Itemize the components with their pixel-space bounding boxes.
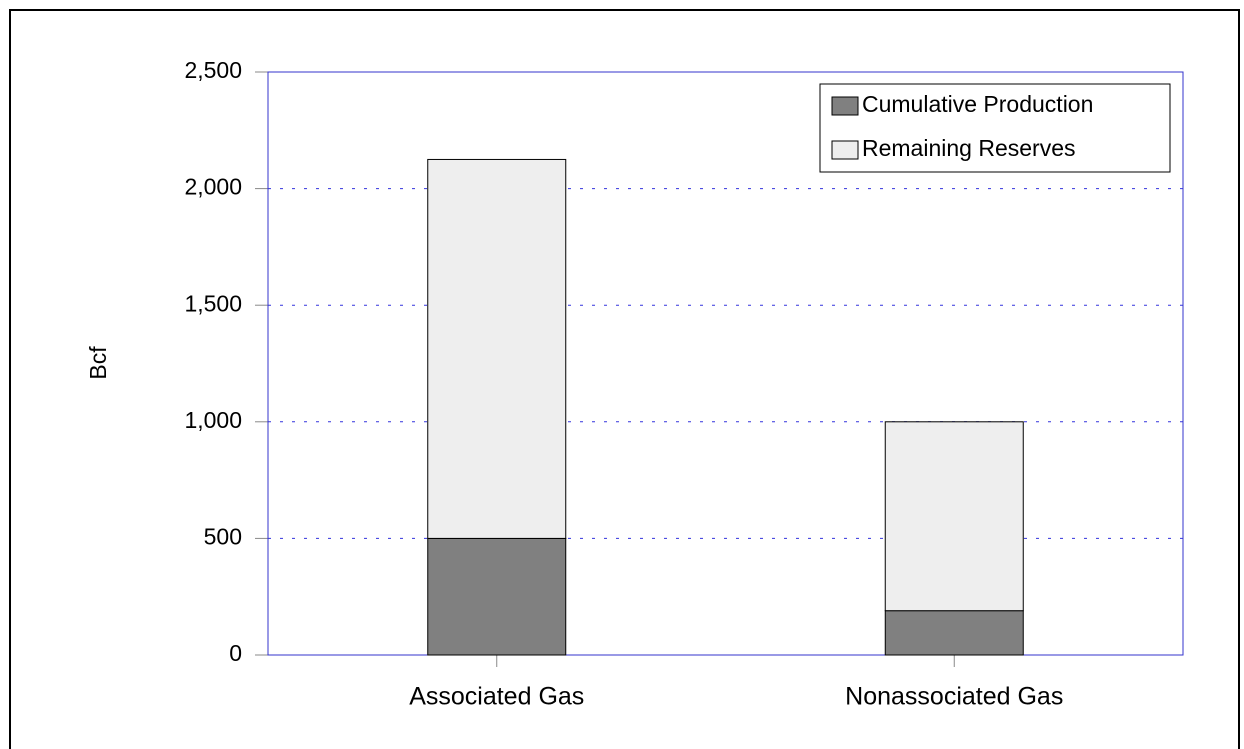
y-tick-label: 0	[229, 640, 242, 666]
y-tick-label: 500	[204, 523, 242, 549]
legend-label: Cumulative Production	[862, 91, 1093, 117]
y-tick-label: 2,500	[184, 57, 242, 83]
bar-segment	[884, 610, 1024, 656]
y-tick-label: 1,000	[184, 407, 242, 433]
x-tick-label: Associated Gas	[409, 683, 584, 711]
plot-area	[267, 71, 1184, 656]
legend-box	[819, 83, 1171, 173]
y-axis-label: Bcf	[85, 346, 111, 380]
bar-segment	[427, 537, 567, 656]
frame	[9, 9, 1240, 749]
legend-swatch	[831, 140, 859, 160]
legend-swatch	[831, 96, 859, 116]
y-tick-label: 1,500	[184, 290, 242, 316]
x-tick-label: Nonassociated Gas	[845, 683, 1063, 711]
y-tick-label: 2,000	[184, 174, 242, 200]
bar-segment	[427, 158, 567, 539]
legend-label: Remaining Reserves	[862, 135, 1075, 161]
bar-segment	[884, 421, 1024, 612]
